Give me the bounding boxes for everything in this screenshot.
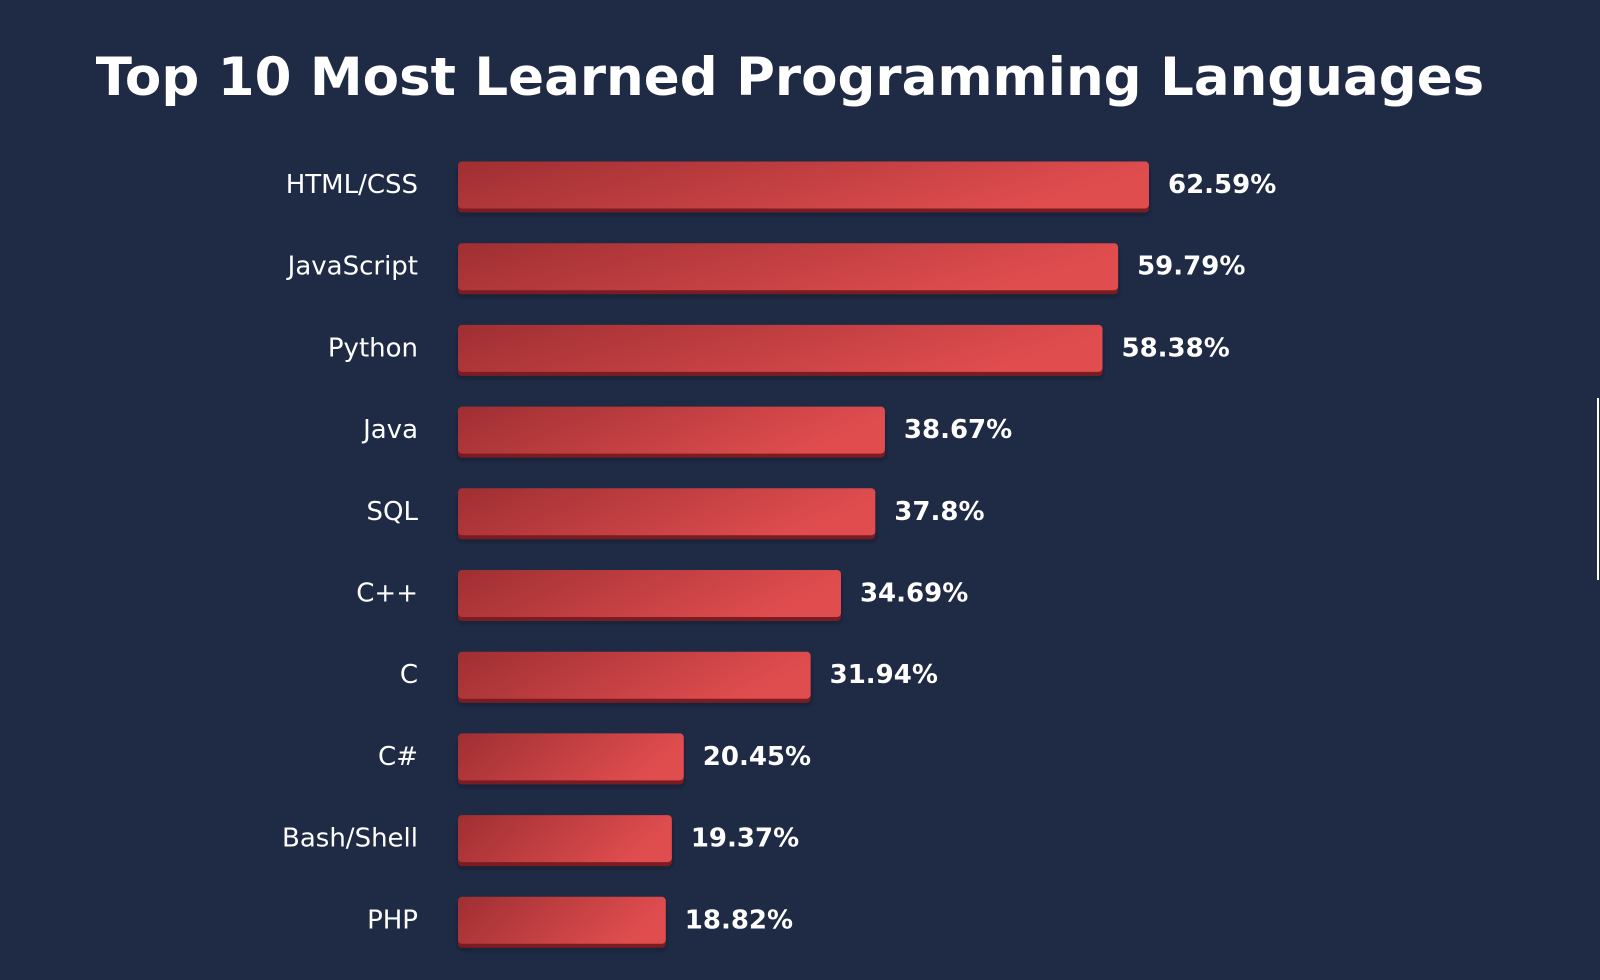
right-edge-line xyxy=(1597,398,1599,580)
category-label: HTML/CSS xyxy=(286,170,418,200)
value-label: 38.67% xyxy=(904,415,1012,445)
value-label: 37.8% xyxy=(894,497,984,527)
category-label: Bash/Shell xyxy=(282,824,418,854)
value-label: 31.94% xyxy=(830,660,938,690)
value-label: 19.37% xyxy=(691,824,799,854)
category-label: C# xyxy=(378,742,418,772)
category-labels: HTML/CSS JavaScript Python Java SQL C++ C C# Bas… xyxy=(282,170,418,935)
value-label: 18.82% xyxy=(685,905,793,935)
value-label: 59.79% xyxy=(1137,252,1245,282)
category-label: JavaScript xyxy=(286,252,418,282)
value-label: 62.59% xyxy=(1168,170,1276,200)
category-label: SQL xyxy=(367,497,419,527)
bar xyxy=(458,651,811,699)
value-label: 58.38% xyxy=(1122,333,1230,363)
category-label: C++ xyxy=(356,579,418,609)
bar xyxy=(458,815,672,863)
bar xyxy=(458,243,1119,291)
bar xyxy=(458,733,684,781)
bar xyxy=(458,324,1103,372)
value-labels: 62.59% 59.79% 58.38% 38.67% 37.8% 34.69% 31.94… xyxy=(685,170,1277,935)
category-label: PHP xyxy=(367,905,418,935)
bars xyxy=(458,161,1149,948)
category-label: Python xyxy=(328,333,418,363)
value-label: 20.45% xyxy=(703,742,811,772)
chart-title: Top 10 Most Learned Programming Language… xyxy=(95,47,1485,108)
category-label: Java xyxy=(361,415,418,445)
bar xyxy=(458,896,666,944)
category-label: C xyxy=(400,660,418,690)
bar xyxy=(458,488,876,536)
bar xyxy=(458,161,1149,209)
bar xyxy=(458,406,885,454)
bar xyxy=(458,570,841,617)
value-label: 34.69% xyxy=(860,579,968,609)
